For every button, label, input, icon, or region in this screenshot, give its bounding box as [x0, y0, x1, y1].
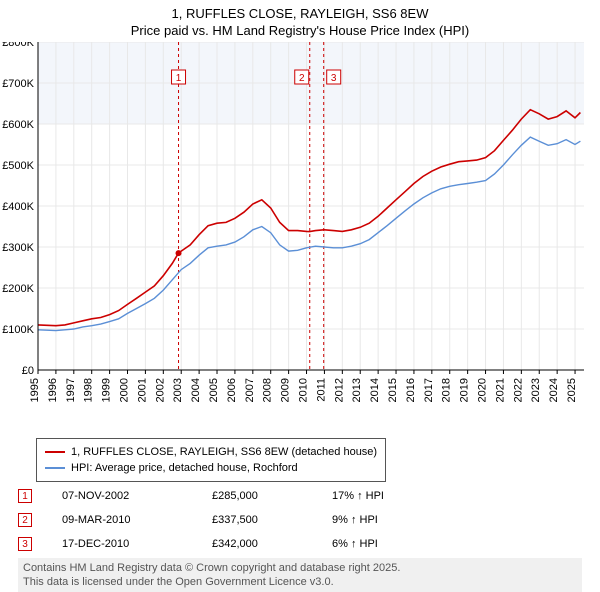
x-tick-label: 1997 — [65, 378, 77, 402]
x-tick-label: 2015 — [387, 378, 399, 402]
x-tick-label: 2009 — [280, 378, 292, 402]
y-tick-label: £400K — [2, 201, 34, 213]
transaction-price: £285,000 — [212, 490, 332, 502]
footer-line2: This data is licensed under the Open Gov… — [23, 575, 577, 589]
x-tick-label: 2020 — [477, 378, 489, 402]
sale-point-icon — [176, 250, 182, 256]
x-tick-label: 2016 — [405, 378, 417, 402]
legend-item-property: 1, RUFFLES CLOSE, RAYLEIGH, SS6 8EW (det… — [45, 444, 377, 460]
x-tick-label: 2011 — [315, 378, 327, 402]
x-tick-label: 2006 — [226, 378, 238, 402]
x-tick-label: 2014 — [369, 378, 381, 402]
y-tick-label: £800K — [2, 42, 34, 49]
series-property — [38, 110, 580, 326]
x-tick-label: 2010 — [298, 378, 310, 402]
chart-area: £0 £100K £200K £300K £400K £500K £600K £700K £80… — [0, 42, 600, 432]
y-tick-label: £600K — [2, 119, 34, 131]
x-tick-label: 1995 — [29, 378, 41, 402]
legend-label-property: 1, RUFFLES CLOSE, RAYLEIGH, SS6 8EW (det… — [71, 444, 377, 460]
chart-title-line1: 1, RUFFLES CLOSE, RAYLEIGH, SS6 8EW — [0, 6, 600, 21]
series-hpi — [38, 137, 580, 331]
x-tick-label: 2023 — [530, 378, 542, 402]
transaction-date: 17-DEC-2010 — [62, 538, 212, 550]
x-tick-label: 1999 — [101, 378, 113, 402]
legend-label-hpi: HPI: Average price, detached house, Roch… — [71, 460, 298, 476]
transaction-marker: 1 — [18, 489, 32, 503]
transaction-row: 2 09-MAR-2010£337,5009% ↑ HPI — [18, 508, 582, 532]
transaction-date: 07-NOV-2002 — [62, 490, 212, 502]
transaction-price: £337,500 — [212, 514, 332, 526]
x-tick-label: 2004 — [190, 378, 202, 402]
transaction-price: £342,000 — [212, 538, 332, 550]
legend-item-hpi: HPI: Average price, detached house, Roch… — [45, 460, 377, 476]
chart-marker-label: 1 — [176, 73, 182, 84]
chart-marker-label: 2 — [299, 73, 305, 84]
y-tick-label: £0 — [22, 365, 34, 377]
x-tick-label: 2021 — [494, 378, 506, 402]
x-tick-label: 2008 — [262, 378, 274, 402]
x-tick-label: 2003 — [172, 378, 184, 402]
chart-title-line2: Price paid vs. HM Land Registry's House … — [0, 23, 600, 38]
transactions-table: 1 07-NOV-2002£285,00017% ↑ HPI 2 09-MAR-201… — [18, 484, 582, 556]
x-tick-label: 2005 — [208, 378, 220, 402]
y-tick-label: £300K — [2, 242, 34, 254]
legend: 1, RUFFLES CLOSE, RAYLEIGH, SS6 8EW (det… — [36, 438, 386, 482]
transaction-row: 1 07-NOV-2002£285,00017% ↑ HPI — [18, 484, 582, 508]
y-tick-label: £700K — [2, 78, 34, 90]
transaction-pct: 6% ↑ HPI — [332, 538, 412, 550]
x-tick-label: 2017 — [423, 378, 435, 402]
x-tick-label: 2025 — [566, 378, 578, 402]
legend-swatch-hpi — [45, 467, 65, 469]
x-tick-label: 1996 — [47, 378, 59, 402]
x-tick-label: 2002 — [154, 378, 166, 402]
x-tick-label: 1998 — [83, 378, 95, 402]
x-tick-label: 2024 — [548, 378, 560, 402]
chart-marker-label: 3 — [331, 73, 337, 84]
y-tick-label: £100K — [2, 324, 34, 336]
x-tick-label: 2018 — [441, 378, 453, 402]
transaction-pct: 17% ↑ HPI — [332, 490, 412, 502]
y-tick-label: £500K — [2, 160, 34, 172]
footer-line1: Contains HM Land Registry data © Crown c… — [23, 561, 577, 575]
transaction-row: 3 17-DEC-2010£342,0006% ↑ HPI — [18, 532, 582, 556]
x-tick-label: 2012 — [333, 378, 345, 402]
transaction-marker: 2 — [18, 513, 32, 527]
x-tick-label: 2022 — [512, 378, 524, 402]
transaction-marker: 3 — [18, 537, 32, 551]
transaction-date: 09-MAR-2010 — [62, 514, 212, 526]
transaction-pct: 9% ↑ HPI — [332, 514, 412, 526]
footer-attribution: Contains HM Land Registry data © Crown c… — [18, 558, 582, 592]
x-tick-label: 2001 — [136, 378, 148, 402]
x-tick-label: 2013 — [351, 378, 363, 402]
legend-swatch-property — [45, 451, 65, 453]
x-tick-label: 2019 — [459, 378, 471, 402]
x-tick-label: 2000 — [119, 378, 131, 402]
x-tick-label: 2007 — [244, 378, 256, 402]
y-tick-label: £200K — [2, 283, 34, 295]
